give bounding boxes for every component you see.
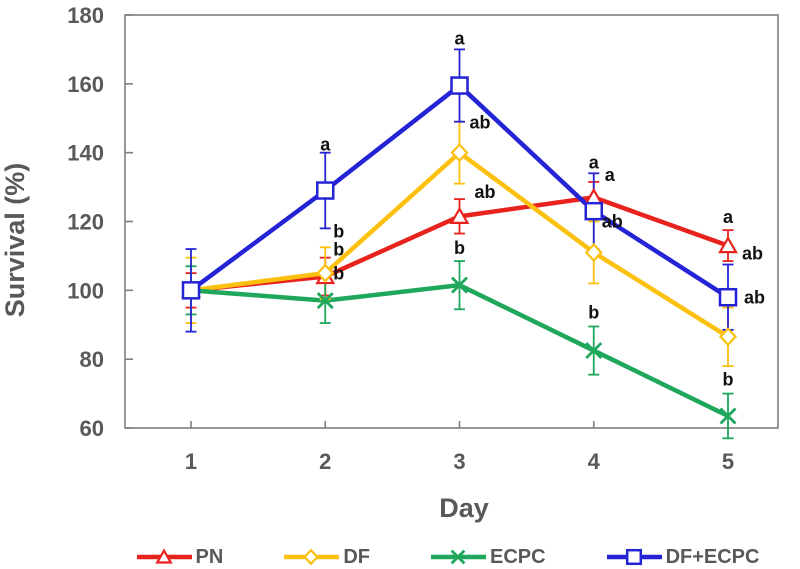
svg-text:ab: ab xyxy=(470,113,491,133)
svg-text:b: b xyxy=(333,263,344,283)
df-ecpc-line-marker-icon xyxy=(606,548,662,566)
svg-text:180: 180 xyxy=(67,3,104,28)
svg-text:160: 160 xyxy=(67,72,104,97)
svg-text:3: 3 xyxy=(453,449,465,474)
legend-item-ecpc: ECPC xyxy=(430,546,546,568)
y-axis-title: Survival (%) xyxy=(0,163,30,318)
legend-label-ecpc: ECPC xyxy=(489,546,546,568)
svg-text:140: 140 xyxy=(67,141,104,166)
svg-text:a: a xyxy=(605,165,616,185)
legend-label-pn: PN xyxy=(195,546,224,568)
x-axis-title: Day xyxy=(439,493,489,523)
svg-text:120: 120 xyxy=(67,210,104,235)
svg-text:ab: ab xyxy=(602,212,623,232)
svg-text:b: b xyxy=(723,370,734,390)
svg-text:4: 4 xyxy=(588,449,601,474)
legend-label-df-ecpc: DF+ECPC xyxy=(665,546,760,568)
svg-text:a: a xyxy=(589,152,600,172)
svg-text:a: a xyxy=(454,28,465,48)
svg-text:b: b xyxy=(333,240,344,260)
legend-label-df: DF xyxy=(343,546,370,568)
svg-text:60: 60 xyxy=(80,416,104,441)
svg-text:a: a xyxy=(320,135,331,155)
svg-text:100: 100 xyxy=(67,278,104,303)
svg-text:80: 80 xyxy=(80,347,104,372)
svg-text:ab: ab xyxy=(742,244,763,264)
legend-item-pn: PN xyxy=(136,546,224,568)
svg-text:b: b xyxy=(588,302,599,322)
svg-text:a: a xyxy=(723,207,734,227)
svg-text:ab: ab xyxy=(744,288,765,308)
svg-text:5: 5 xyxy=(722,449,734,474)
svg-text:b: b xyxy=(333,221,344,241)
ecpc-line-marker-icon xyxy=(430,549,486,565)
svg-text:ab: ab xyxy=(475,182,496,202)
df-line-marker-icon xyxy=(284,548,340,566)
svg-text:b: b xyxy=(454,238,465,258)
svg-text:1: 1 xyxy=(185,449,197,474)
legend: PN DF ECPC DF+ECPC xyxy=(95,544,800,569)
legend-item-df-ecpc: DF+ECPC xyxy=(606,546,760,568)
svg-text:2: 2 xyxy=(319,449,331,474)
pn-line-marker-icon xyxy=(136,548,192,564)
legend-item-df: DF xyxy=(283,546,370,568)
